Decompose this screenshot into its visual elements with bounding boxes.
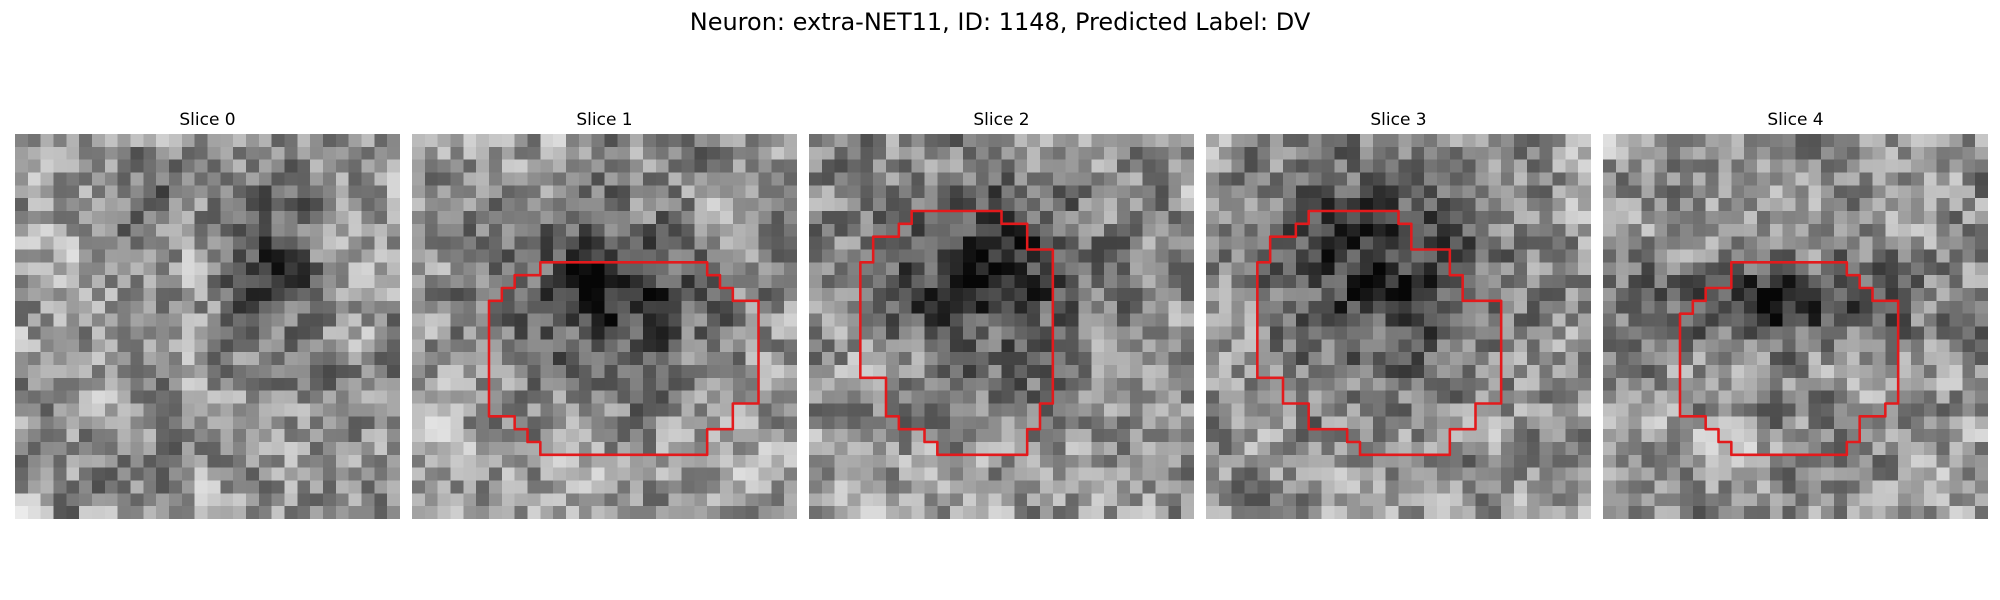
slice-title-2: Slice 2 (973, 110, 1030, 130)
slice-panel-0: Slice 0 (15, 108, 400, 526)
slice-image-4 (1603, 134, 1988, 519)
slice-title-0: Slice 0 (179, 110, 236, 130)
slice-panel-3: Slice 3 (1206, 108, 1591, 526)
roi-outline-2 (859, 209, 1055, 457)
figure-title: Neuron: extra-NET11, ID: 1148, Predicted… (689, 8, 1311, 36)
slice-panel-2: Slice 2 (809, 108, 1194, 526)
slice-panel-4: Slice 4 (1603, 108, 1988, 526)
slice-image-2 (809, 134, 1194, 519)
roi-outline-3 (1256, 209, 1503, 457)
roi-outline-1 (487, 261, 760, 457)
slice-image-3 (1206, 134, 1591, 519)
slice-title-1: Slice 1 (576, 110, 633, 130)
roi-outline-4 (1678, 261, 1900, 457)
slice-image-0 (15, 134, 400, 519)
slice-title-4: Slice 4 (1767, 110, 1824, 130)
slice-title-3: Slice 3 (1370, 110, 1427, 130)
slice-image-1 (412, 134, 797, 519)
slice-panel-1: Slice 1 (412, 108, 797, 526)
